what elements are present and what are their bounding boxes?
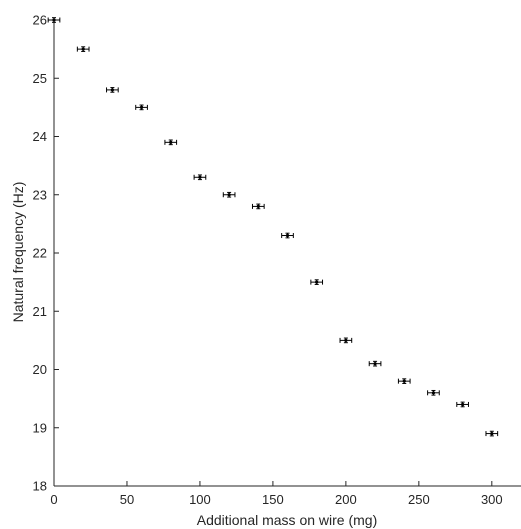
data-point <box>397 378 411 384</box>
axes <box>53 20 521 487</box>
y-tick-label: 18 <box>33 479 47 494</box>
point-marker <box>315 280 319 284</box>
x-tick-label: 200 <box>335 492 357 507</box>
x-axis-ticks: 0 50 100 150 200 250 300 <box>50 481 503 507</box>
point-marker <box>110 88 114 92</box>
data-point <box>164 139 178 146</box>
point-marker <box>139 105 144 109</box>
y-tick-label: 22 <box>33 246 47 261</box>
y-tick-label: 21 <box>33 304 47 319</box>
point-marker <box>227 193 231 197</box>
x-tick-label: 50 <box>120 492 134 507</box>
data-point <box>485 430 499 437</box>
point-marker <box>256 204 260 208</box>
point-marker <box>81 47 85 51</box>
y-tick-label: 20 <box>33 362 47 377</box>
point-marker <box>52 18 56 22</box>
data-point <box>106 87 119 93</box>
y-tick-label: 23 <box>33 187 47 202</box>
data-point <box>135 104 148 111</box>
y-tick-label: 25 <box>33 71 47 86</box>
data-point <box>368 360 382 367</box>
data-points <box>47 17 499 437</box>
y-tick-label: 24 <box>33 129 47 144</box>
point-marker <box>169 140 173 144</box>
y-tick-label: 26 <box>33 13 47 28</box>
x-tick-label: 100 <box>189 492 211 507</box>
point-marker <box>373 362 377 366</box>
x-tick-label: 0 <box>50 492 57 507</box>
x-tick-label: 150 <box>262 492 284 507</box>
data-point <box>251 203 265 210</box>
point-marker <box>402 379 406 383</box>
y-axis-label: Natural frequency (Hz) <box>10 182 26 323</box>
point-marker <box>285 233 290 238</box>
data-point <box>76 46 90 52</box>
point-marker <box>461 402 465 407</box>
data-point <box>281 232 294 239</box>
x-tick-label: 300 <box>481 492 503 507</box>
data-point <box>339 337 353 344</box>
x-axis-label: Additional mass on wire (mg) <box>197 512 378 528</box>
point-marker <box>490 431 494 436</box>
data-point <box>427 389 440 396</box>
point-marker <box>431 391 436 395</box>
y-axis-ticks: 18 19 20 21 22 23 24 25 26 <box>33 13 59 494</box>
data-point <box>193 174 207 181</box>
point-marker <box>344 338 348 342</box>
data-point <box>456 401 469 408</box>
data-point <box>222 191 236 198</box>
data-point <box>47 17 61 23</box>
y-tick-label: 19 <box>33 420 47 435</box>
point-marker <box>198 175 202 179</box>
data-point <box>310 279 324 285</box>
x-tick-label: 250 <box>408 492 430 507</box>
